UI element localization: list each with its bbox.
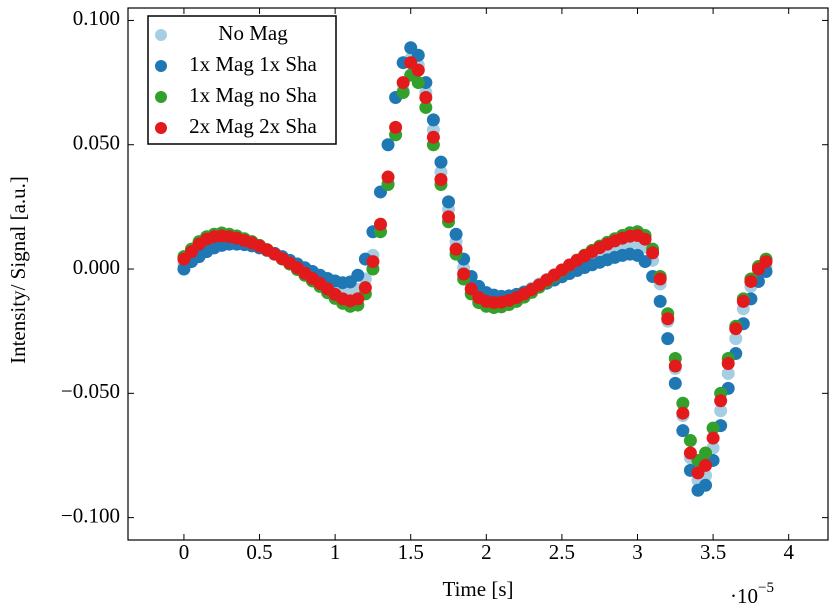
data-point [434, 155, 448, 169]
x-multiplier-exponent: −5 [758, 580, 774, 596]
legend-marker [155, 122, 167, 134]
data-point [464, 282, 478, 296]
data-point [714, 404, 728, 418]
data-point [449, 227, 463, 241]
data-point [676, 424, 690, 438]
data-point [744, 274, 758, 288]
y-tick-label: −0.100 [61, 503, 120, 527]
data-point [683, 434, 697, 448]
data-point [653, 272, 667, 286]
data-point [699, 458, 713, 472]
data-point [759, 255, 773, 269]
data-point [646, 246, 660, 260]
legend-box [147, 15, 337, 145]
x-tick-label: 3.5 [700, 540, 726, 564]
x-tick-label: 2.5 [549, 540, 575, 564]
data-point [706, 431, 720, 445]
data-point [426, 130, 440, 144]
data-point [457, 267, 471, 281]
data-point [419, 90, 433, 104]
data-point [411, 76, 425, 90]
data-point [426, 113, 440, 127]
data-point [638, 232, 652, 246]
legend-label: 1x Mag no Sha [189, 83, 317, 107]
data-point [358, 281, 372, 295]
y-tick-label: 0.100 [73, 6, 120, 30]
data-point [381, 138, 395, 152]
data-point [668, 359, 682, 373]
data-point [411, 63, 425, 77]
data-point [442, 210, 456, 224]
data-point [668, 376, 682, 390]
y-tick-label: −0.050 [61, 379, 120, 403]
data-point [736, 294, 750, 308]
plot-area [177, 41, 773, 497]
data-point [699, 446, 713, 460]
data-point [721, 366, 735, 380]
x-tick-label: 3 [632, 540, 643, 564]
data-point [714, 394, 728, 408]
data-point [381, 170, 395, 184]
data-point [434, 173, 448, 187]
data-point [706, 421, 720, 435]
data-point [351, 292, 365, 306]
data-point [442, 195, 456, 209]
legend-marker [155, 29, 167, 41]
data-point [721, 356, 735, 370]
x-tick-label: 1.5 [398, 540, 424, 564]
data-point [661, 312, 675, 326]
data-point [653, 294, 667, 308]
x-axis-label: Time [s] [443, 577, 514, 601]
data-point [638, 255, 652, 269]
plot-frame [127, 7, 829, 541]
data-point [729, 332, 743, 346]
x-tick-label: 2 [481, 540, 492, 564]
data-point [389, 120, 403, 134]
x-multiplier-base: ·10 [730, 584, 758, 608]
y-tick-label: 0.050 [73, 131, 120, 155]
data-point [676, 396, 690, 410]
legend-label: 2x Mag 2x Sha [189, 114, 317, 138]
data-point [729, 322, 743, 336]
x-tick-label: 1 [330, 540, 341, 564]
data-point [419, 100, 433, 114]
y-tick-label: 0.000 [73, 255, 120, 279]
data-point [683, 446, 697, 460]
x-multiplier: ·10−5 [730, 580, 774, 607]
legend-label: No Mag [218, 21, 288, 45]
data-point [366, 255, 380, 269]
data-point [373, 217, 387, 231]
legend-marker [155, 91, 167, 103]
data-point [396, 76, 410, 90]
data-point [676, 406, 690, 420]
data-point [351, 268, 365, 282]
x-tick-label: 0 [179, 540, 190, 564]
x-tick-label: 0.5 [246, 540, 272, 564]
data-point [661, 332, 675, 346]
data-point [699, 478, 713, 492]
legend-marker [155, 60, 167, 72]
legend-label: 1x Mag 1x Sha [189, 52, 317, 76]
x-tick-label: 4 [783, 540, 794, 564]
y-axis-label: Intensity/ Signal [a.u.] [6, 176, 30, 364]
data-point [449, 242, 463, 256]
data-point [396, 86, 410, 100]
